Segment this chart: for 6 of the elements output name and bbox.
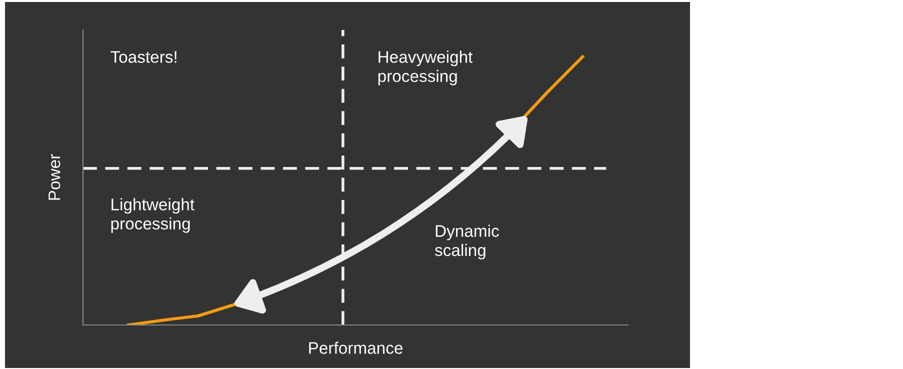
annotation: Heavyweight processing xyxy=(378,50,473,86)
annotation: Toasters! xyxy=(110,51,176,63)
x-axis-title: Performance xyxy=(309,342,402,354)
annotation: Lightweight processing xyxy=(111,198,194,233)
y-axis-title: Power xyxy=(48,154,60,200)
annotation: Dynamic scaling xyxy=(434,224,499,260)
